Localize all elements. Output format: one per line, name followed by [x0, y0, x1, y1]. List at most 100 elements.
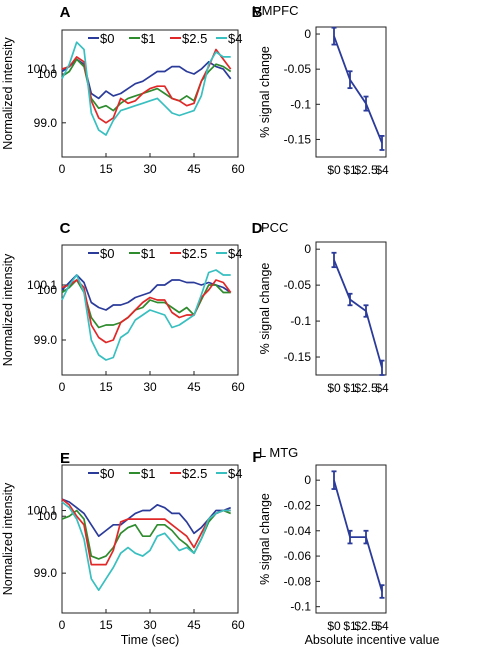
- x-tick-label: $0: [327, 619, 341, 633]
- series-line-two_five: [61, 279, 232, 344]
- y-axis-label: % signal change: [258, 46, 272, 138]
- x-tick-label: 60: [231, 618, 245, 632]
- x-tick-label: $4: [375, 619, 389, 633]
- x-tick-label: 60: [231, 162, 245, 176]
- x-tick-label: $4: [375, 381, 389, 395]
- plot-frame: [315, 26, 387, 158]
- series-line-four: [61, 269, 231, 361]
- series-line: [333, 35, 383, 144]
- series-line-zero: [61, 58, 232, 100]
- legend-label: $1: [141, 246, 155, 261]
- y-axis-label: Normalized intensity: [1, 36, 15, 149]
- y-tick-label: 99.0: [34, 566, 58, 580]
- x-tick-label: $2.5: [354, 381, 378, 395]
- x-tick-label: 60: [231, 380, 245, 394]
- x-axis-label: Absolute incentive value: [305, 633, 440, 647]
- panel-letter: B: [252, 4, 263, 21]
- y-axis-label: Normalized intensity: [1, 253, 15, 366]
- x-tick-label: 15: [99, 618, 113, 632]
- y-tick-label: 100.1: [27, 62, 57, 76]
- x-axis-label: Time (sec): [121, 633, 180, 647]
- plot-frame: [315, 464, 387, 614]
- y-tick-label: -0.04: [284, 524, 312, 538]
- region-label: L MTG: [259, 445, 298, 460]
- x-tick-label: $1: [343, 381, 357, 395]
- panel-letter: E: [60, 450, 70, 467]
- legend-label: $2.5: [182, 466, 207, 481]
- series-line: [333, 479, 383, 592]
- legend-label: $0: [100, 246, 114, 261]
- y-tick-label: -0.15: [284, 132, 312, 146]
- y-tick-label: 100.1: [27, 504, 57, 518]
- y-tick-label: 0: [304, 473, 311, 487]
- legend-label: $4: [228, 31, 242, 46]
- x-tick-label: 45: [187, 618, 201, 632]
- x-tick-label: 30: [143, 380, 157, 394]
- legend-label: $4: [228, 466, 242, 481]
- legend-label: $0: [100, 466, 114, 481]
- x-tick-label: 45: [187, 380, 201, 394]
- plot-frame: [315, 241, 387, 376]
- legend-label: $4: [228, 246, 242, 261]
- series-line-zero: [61, 274, 232, 311]
- y-tick-label: -0.06: [284, 549, 312, 563]
- series-line-four: [61, 41, 231, 136]
- x-tick-label: $1: [343, 619, 357, 633]
- x-tick-label: 30: [143, 618, 157, 632]
- y-tick-label: -0.1: [290, 97, 311, 111]
- series-line-zero: [61, 498, 232, 538]
- y-axis-label: % signal change: [258, 493, 272, 585]
- panel-letter: C: [60, 220, 71, 237]
- x-tick-label: $0: [327, 163, 341, 177]
- panel-b: B 0 -0.05 -0.1 -0.15 % signal change $0 $1$2.5$…: [252, 4, 389, 177]
- y-tick-label: 99.0: [34, 116, 58, 130]
- y-axis-label: Normalized intensity: [1, 482, 15, 595]
- series-line-four: [61, 501, 231, 592]
- legend-label: $0: [100, 31, 114, 46]
- panel-f: F 0 -0.02 -0.04 -0.06 -0.08 -0.1 % signal chang…: [252, 449, 439, 647]
- series-line-two_five: [61, 498, 231, 566]
- y-tick-label: 100: [37, 509, 57, 523]
- legend-label: $2.5: [182, 31, 207, 46]
- x-tick-label: $4: [375, 163, 389, 177]
- legend-label: $1: [141, 31, 155, 46]
- y-tick-label: -0.1: [290, 314, 311, 328]
- series-line-one: [61, 279, 231, 329]
- panel-letter: F: [252, 449, 261, 466]
- legend-label: $1: [141, 466, 155, 481]
- y-tick-label: -0.08: [284, 574, 312, 588]
- y-tick-label: 99.0: [34, 333, 58, 347]
- y-tick-label: 100.1: [27, 278, 57, 292]
- x-tick-label: 0: [59, 618, 66, 632]
- x-tick-label: $2.5: [354, 619, 378, 633]
- y-tick-label: -0.05: [284, 278, 312, 292]
- region-label: PCC: [261, 220, 288, 235]
- y-axis-label: % signal change: [258, 263, 272, 355]
- panel-d: D 0 -0.05 -0.1 -0.15 % signal change $0 $1$2.5$…: [252, 220, 389, 395]
- y-tick-label: 0: [304, 242, 311, 256]
- region-label: VMPFC: [253, 3, 299, 18]
- x-tick-label: 0: [59, 162, 66, 176]
- x-tick-label: 0: [59, 380, 66, 394]
- x-tick-label: $0: [327, 381, 341, 395]
- x-tick-label: 15: [99, 380, 113, 394]
- panel-letter: D: [252, 220, 263, 237]
- y-tick-label: -0.02: [284, 498, 312, 512]
- x-tick-label: $1: [343, 163, 357, 177]
- series-line-two_five: [61, 48, 232, 124]
- panel-letter: A: [60, 4, 71, 21]
- x-tick-label: 45: [187, 162, 201, 176]
- y-tick-label: -0.15: [284, 350, 312, 364]
- legend-label: $2.5: [182, 246, 207, 261]
- y-tick-label: 0: [304, 27, 311, 41]
- y-tick-label: 100: [37, 283, 57, 297]
- y-tick-label: -0.05: [284, 62, 312, 76]
- x-tick-label: 15: [99, 162, 113, 176]
- y-tick-label: -0.1: [290, 600, 311, 614]
- y-tick-label: 100: [37, 67, 57, 81]
- x-tick-label: $2.5: [354, 163, 378, 177]
- series-line: [333, 259, 383, 369]
